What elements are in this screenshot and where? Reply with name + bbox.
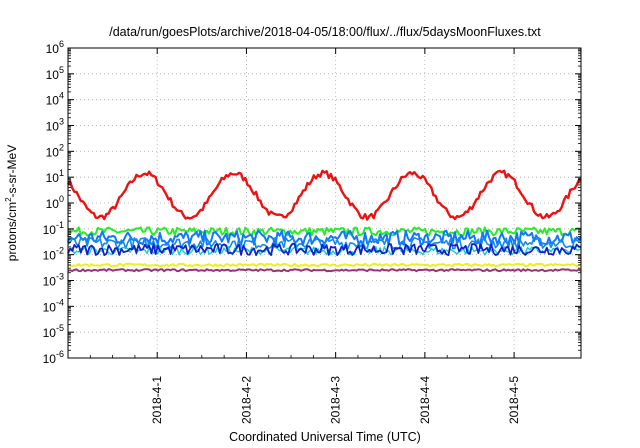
x-tick-label: 2018-4-2 — [239, 376, 253, 424]
y-tick-label: 10-5 — [43, 323, 64, 340]
y-tick-label: 106 — [46, 39, 64, 56]
series-line-5 — [67, 245, 582, 256]
grid — [68, 48, 581, 358]
y-tick-label: 10-1 — [43, 220, 64, 237]
series-line-2 — [67, 226, 582, 237]
y-tick-label: 102 — [46, 142, 64, 159]
y-tick-label: 10-6 — [43, 349, 64, 366]
y-axis-label-part-2: -s-sr-MeV — [5, 145, 19, 198]
chart-title: /data/run/goesPlots/archive/2018-04-05/1… — [109, 25, 541, 39]
series-group — [67, 169, 582, 273]
x-tick-label: 2018-4-4 — [418, 376, 432, 424]
y-tick-label: 101 — [46, 168, 64, 185]
x-axis-label: Coordinated Universal Time (UTC) — [229, 430, 421, 444]
y-tick-label: 105 — [46, 65, 64, 82]
x-tick-label: 2018-4-3 — [329, 376, 343, 424]
y-axis-label-part-1: protons/cm — [5, 202, 19, 261]
y-tick-label: 10-4 — [43, 297, 64, 314]
y-tick-label: 104 — [46, 91, 64, 108]
series-line-8 — [67, 268, 582, 273]
y-tick-label: 10-3 — [43, 272, 64, 289]
y-axis-label: protons/cm2-s-sr-MeV — [4, 145, 19, 261]
series-line-7 — [67, 262, 582, 268]
series-line-6 — [67, 242, 582, 257]
x-axis: 2018-4-1 2018-4-2 2018-4-3 2018-4-4 2018-4-5 — [89, 48, 521, 424]
x-tick-label: 2018-4-1 — [150, 376, 164, 424]
series-line-4 — [67, 236, 582, 250]
y-tick-label: 100 — [46, 194, 64, 211]
y-axis-label-superscript: 2 — [4, 197, 13, 202]
y-tick-label: 103 — [46, 117, 64, 134]
series-line-1 — [67, 169, 582, 221]
x-tick-label: 2018-4-5 — [507, 376, 521, 424]
y-axis: 10-6 10-5 10-4 10-3 10-2 10-1 100 101 102 103 104 1… — [43, 39, 581, 366]
y-tick-label: 10-2 — [43, 246, 64, 263]
